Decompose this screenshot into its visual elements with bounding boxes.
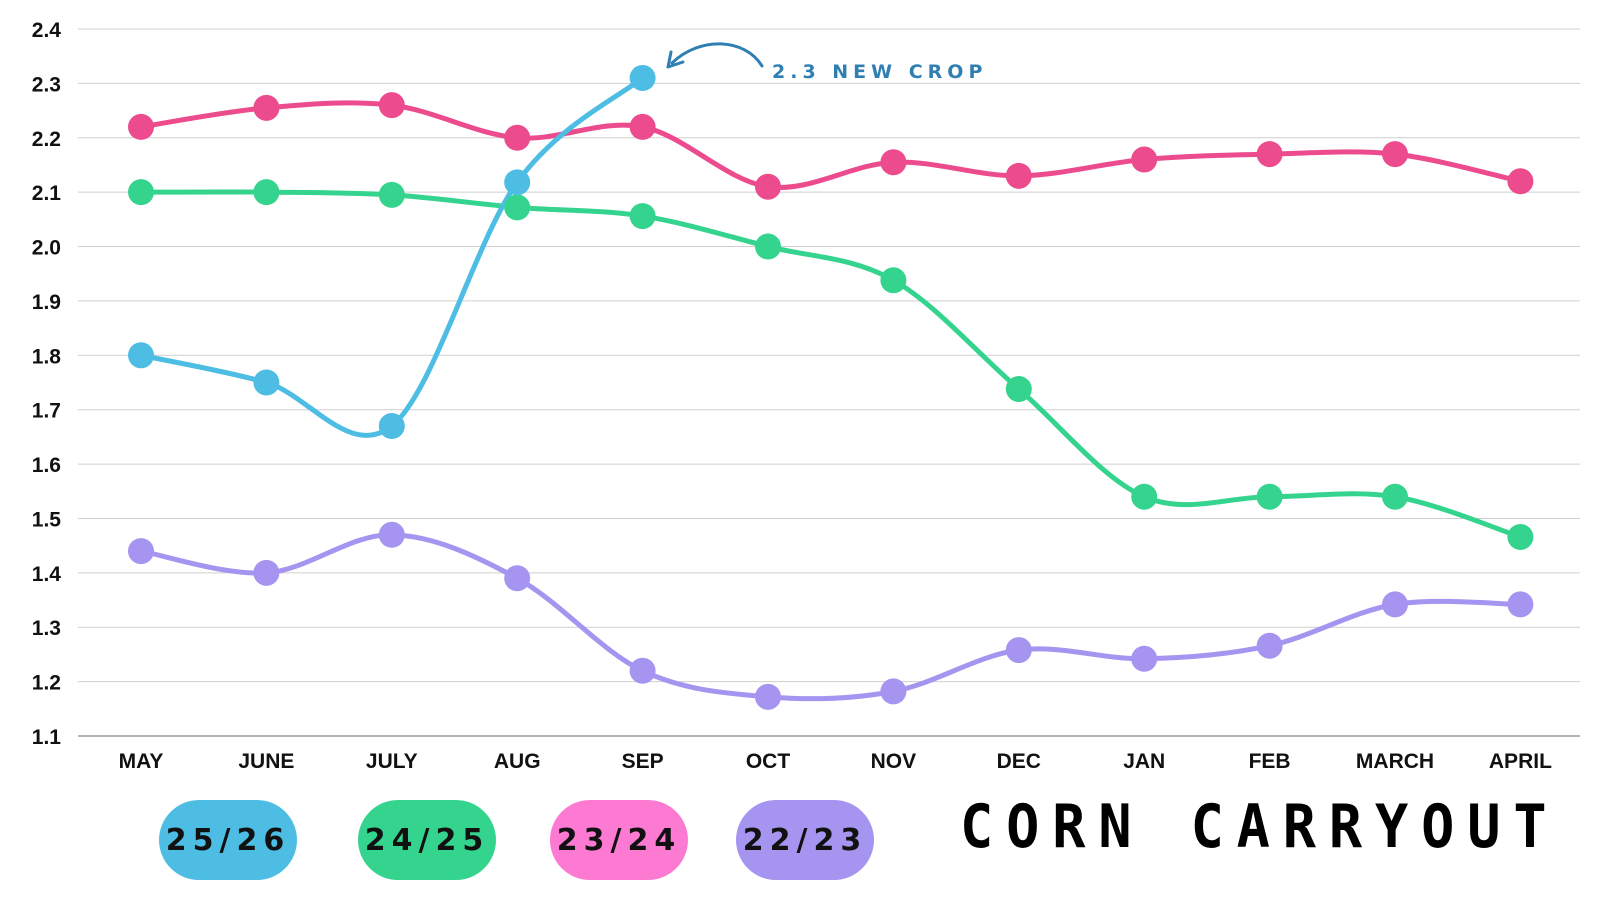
- x-tick-label: JAN: [1123, 750, 1165, 773]
- data-point-22-23: [504, 565, 531, 592]
- data-point-23-24: [880, 149, 907, 176]
- y-tick-label: 2.0: [32, 237, 61, 260]
- data-point-23-24: [1005, 162, 1032, 189]
- y-tick-label: 2.2: [32, 128, 61, 151]
- data-point-24-25: [128, 179, 154, 206]
- new-crop-annotation: 2.3 NEW CROP: [666, 42, 987, 83]
- y-tick-label: 2.3: [32, 73, 61, 96]
- data-point-25-26: [128, 342, 154, 369]
- y-tick-label: 2.4: [32, 19, 62, 42]
- data-point-22-23: [378, 521, 405, 548]
- y-axis-tick-labels: 1.1 1.2 1.3 1.4 1.5 1.6 1.7 1.8 1.9 2.0 2.1 2.2 2.3 2…: [32, 19, 62, 749]
- x-tick-label: MARCH: [1356, 750, 1434, 773]
- legend-item-22-23: 22/23: [736, 800, 874, 880]
- data-point-23-24: [253, 94, 280, 121]
- data-point-23-24: [378, 92, 405, 119]
- series-points: [128, 64, 1534, 710]
- y-tick-label: 1.8: [32, 345, 62, 368]
- data-point-24-25: [1507, 523, 1534, 550]
- data-point-23-24: [1382, 141, 1408, 168]
- y-tick-label: 1.7: [32, 400, 61, 423]
- y-tick-label: 2.1: [32, 182, 62, 205]
- y-tick-label: 1.5: [32, 508, 62, 531]
- series-line-23-24: [138, 100, 1523, 191]
- data-point-23-24: [629, 113, 656, 140]
- x-tick-label: JUNE: [238, 750, 294, 773]
- data-point-24-25: [504, 194, 531, 221]
- data-point-25-26: [504, 169, 531, 196]
- x-tick-label: AUG: [494, 750, 541, 773]
- series-line-22-23: [138, 532, 1523, 702]
- data-point-24-25: [1005, 376, 1032, 403]
- data-point-22-23: [1005, 637, 1032, 664]
- data-point-24-25: [1256, 483, 1283, 510]
- annotation-arrowhead-icon: [666, 50, 685, 69]
- x-tick-label: DEC: [997, 750, 1041, 773]
- gridlines: [78, 28, 1580, 737]
- data-point-22-23: [1256, 632, 1283, 659]
- x-tick-label: FEB: [1249, 750, 1291, 773]
- y-tick-label: 1.3: [32, 617, 61, 640]
- data-point-23-24: [128, 113, 154, 140]
- data-point-22-23: [1131, 645, 1158, 672]
- data-point-22-23: [253, 559, 280, 586]
- y-tick-label: 1.4: [32, 563, 62, 586]
- data-point-25-26: [629, 64, 656, 91]
- data-point-25-26: [378, 413, 405, 440]
- annotation-label: 2.3 NEW CROP: [772, 61, 987, 83]
- annotation-arrow-icon: [670, 42, 764, 68]
- data-point-22-23: [880, 678, 907, 705]
- data-point-24-25: [755, 233, 781, 260]
- x-tick-label: SEP: [622, 750, 664, 773]
- data-point-22-23: [1382, 591, 1408, 618]
- data-point-25-26: [253, 369, 280, 396]
- data-point-23-24: [1507, 168, 1534, 195]
- x-tick-label: MAY: [119, 750, 164, 773]
- data-point-22-23: [629, 657, 656, 684]
- y-tick-label: 1.2: [32, 672, 61, 695]
- series-line-25-26: [138, 75, 646, 438]
- data-point-24-25: [1131, 483, 1158, 510]
- data-point-24-25: [1382, 483, 1408, 510]
- data-point-24-25: [629, 203, 656, 230]
- y-tick-label: 1.1: [32, 726, 62, 749]
- data-point-24-25: [253, 179, 280, 206]
- data-point-23-24: [504, 124, 531, 151]
- data-point-23-24: [755, 173, 781, 200]
- series-line-24-25: [138, 189, 1523, 540]
- data-point-22-23: [128, 538, 154, 565]
- x-tick-label: APRIL: [1489, 750, 1552, 773]
- data-point-22-23: [1507, 591, 1534, 618]
- series-lines: [138, 75, 1523, 702]
- x-tick-label: NOV: [871, 750, 917, 773]
- legend-item-23-24: 23/24: [550, 800, 688, 880]
- data-point-24-25: [378, 181, 405, 208]
- chart-title: CORN CARRYOUT: [960, 792, 1560, 862]
- data-point-24-25: [880, 267, 907, 294]
- x-tick-label: JULY: [366, 750, 418, 773]
- legend-item-24-25: 24/25: [358, 800, 496, 880]
- x-tick-label: OCT: [746, 750, 791, 773]
- x-axis-tick-labels: MAY JUNE JULY AUG SEP OCT NOV DEC JAN FEB MARCH APR…: [119, 750, 1552, 773]
- y-tick-label: 1.6: [32, 454, 61, 477]
- data-point-23-24: [1256, 141, 1283, 168]
- data-point-22-23: [755, 683, 781, 710]
- legend-item-25-26: 25/26: [159, 800, 297, 880]
- data-point-23-24: [1131, 146, 1158, 173]
- y-tick-label: 1.9: [32, 291, 61, 314]
